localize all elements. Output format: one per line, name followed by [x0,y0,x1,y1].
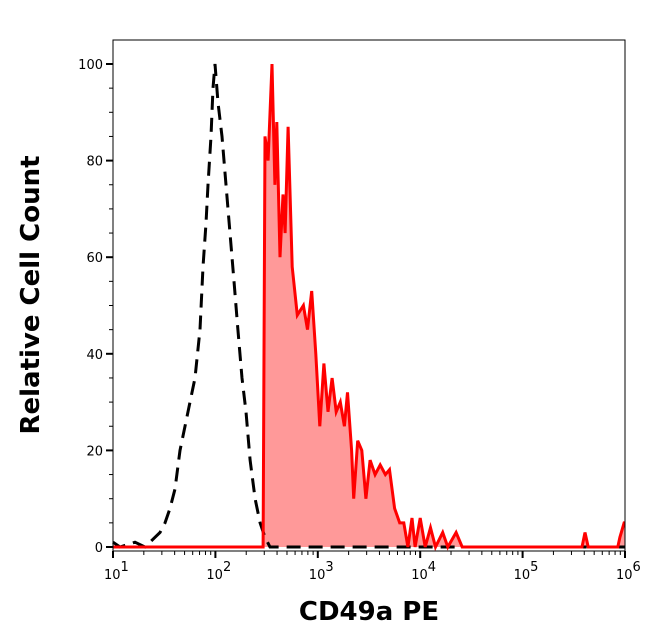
x-tick-label: 105 [514,560,539,583]
y-tick-label: 80 [86,155,103,170]
y-tick-label: 20 [86,444,103,459]
x-tick-label: 101 [104,560,129,583]
x-axis-title: CD49a PE [299,597,439,627]
plot-frame [112,39,626,552]
y-tick-label: 100 [78,58,103,73]
x-tick-label: 103 [309,560,334,583]
series-line-0 [112,63,625,549]
y-tick-label: 60 [86,251,103,266]
x-tick-label: 106 [616,560,641,583]
x-tick-label: 102 [206,560,231,583]
y-tick-label: 40 [86,348,103,363]
x-tick-label: 104 [411,560,436,583]
y-tick-label: 0 [95,541,103,556]
y-axis-title: Relative Cell Count [16,155,46,434]
series-line-1 [113,63,626,552]
